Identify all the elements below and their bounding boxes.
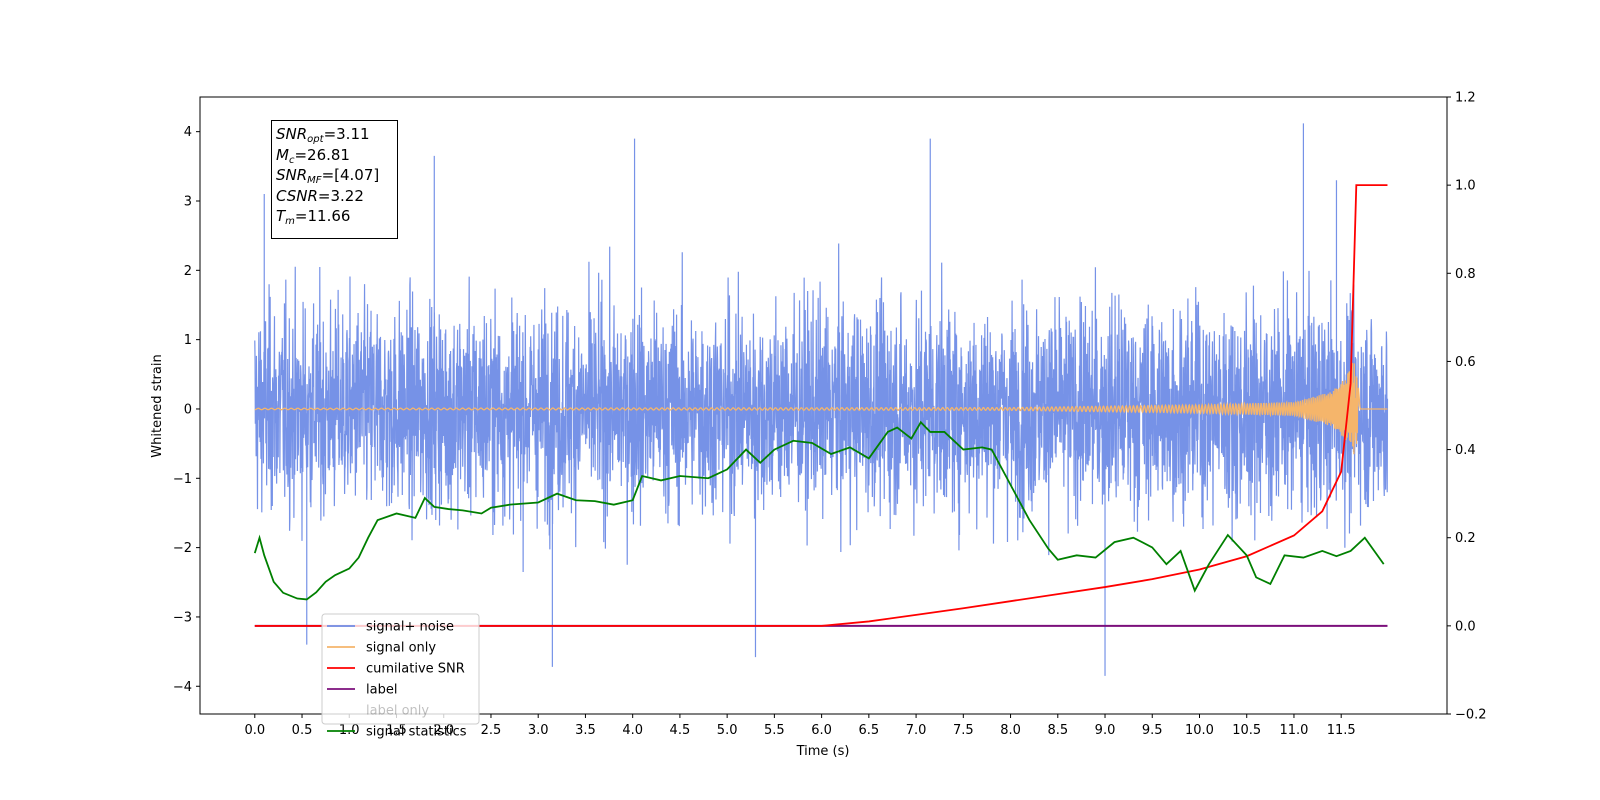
signal-only-line <box>254 362 1388 455</box>
y-tick-label: 4 <box>184 125 192 140</box>
y-tick-label: 2 <box>184 264 192 279</box>
y-tick-label: 3 <box>184 194 192 209</box>
x-tick-label: 7.0 <box>906 723 927 738</box>
x-tick-label: 3.5 <box>575 723 596 738</box>
y-tick-label: −1 <box>173 472 192 487</box>
y2-tick-label: 1.2 <box>1455 91 1476 106</box>
y2-tick-label: 0.4 <box>1455 443 1476 458</box>
stats-annotation-box: SNRopt=3.11 Mc=26.81 SNRMF=[4.07] CSNR=3… <box>271 120 398 239</box>
x-tick-label: 9.0 <box>1095 723 1116 738</box>
x-tick-label: 1.5 <box>386 723 407 738</box>
plot-frame <box>199 96 1448 715</box>
x-tick-label: 7.5 <box>953 723 974 738</box>
signal-plus-noise-line <box>254 123 1389 676</box>
y2-tick-label: −0.2 <box>1455 708 1487 723</box>
y-tick-label: −2 <box>173 541 192 556</box>
x-tick-label: 8.0 <box>1000 723 1021 738</box>
cumulative-snr-line <box>254 184 1388 627</box>
y2-tick-label: 0.6 <box>1455 355 1476 370</box>
x-tick-label: 9.5 <box>1142 723 1163 738</box>
legend: signal+ noise signal only cumilative SNR la… <box>321 613 480 740</box>
snr-opt-line: SNRopt=3.11 <box>276 125 370 145</box>
x-tick-label: 5.0 <box>717 723 738 738</box>
y-tick-label: 0 <box>184 402 192 417</box>
x-tick-label: 6.5 <box>859 723 880 738</box>
x-tick-label: 4.0 <box>622 723 643 738</box>
y-tick-label: −4 <box>173 680 192 695</box>
merger-time-line: Tm=11.66 <box>276 207 351 227</box>
y2-tick-label: 1.0 <box>1455 179 1476 194</box>
y2-tick-label: 0.0 <box>1455 619 1476 634</box>
legend-label: signal only <box>366 641 436 656</box>
x-tick-label: 8.5 <box>1047 723 1068 738</box>
signal-statistics-line <box>253 420 1385 601</box>
y2-tick-label: 0.8 <box>1455 267 1476 282</box>
x-tick-label: 0.0 <box>244 723 265 738</box>
snr-mf-line: SNRMF=[4.07] <box>276 166 380 186</box>
x-axis-label: Time (s) <box>796 744 850 759</box>
legend-box <box>321 613 480 725</box>
y-axis-label: Whitened strain <box>150 354 165 457</box>
x-tick-label: 5.5 <box>764 723 785 738</box>
x-tick-label: 4.5 <box>670 723 691 738</box>
csnr-line: CSNR=3.22 <box>276 186 364 205</box>
legend-label: signal+ noise <box>366 620 454 635</box>
x-tick-label: 11.5 <box>1327 723 1356 738</box>
y-tick-label: −3 <box>173 610 192 625</box>
x-tick-label: 10.5 <box>1232 723 1261 738</box>
legend-label: signal statistics <box>366 725 467 740</box>
y2-tick-label: 0.2 <box>1455 531 1476 546</box>
legend-label: label only <box>366 704 429 719</box>
x-tick-label: 11.0 <box>1279 723 1308 738</box>
x-tick-label: 2.5 <box>481 723 502 738</box>
y-tick-label: 1 <box>184 333 192 348</box>
x-tick-label: 10.0 <box>1185 723 1214 738</box>
x-tick-label: 0.5 <box>292 723 313 738</box>
x-tick-label: 2.0 <box>433 723 454 738</box>
legend-label: label <box>366 683 397 698</box>
chirp-mass-line: Mc=26.81 <box>276 145 350 166</box>
legend-label: cumilative SNR <box>366 662 465 677</box>
x-tick-label: 3.0 <box>528 723 549 738</box>
x-tick-label: 6.0 <box>811 723 832 738</box>
